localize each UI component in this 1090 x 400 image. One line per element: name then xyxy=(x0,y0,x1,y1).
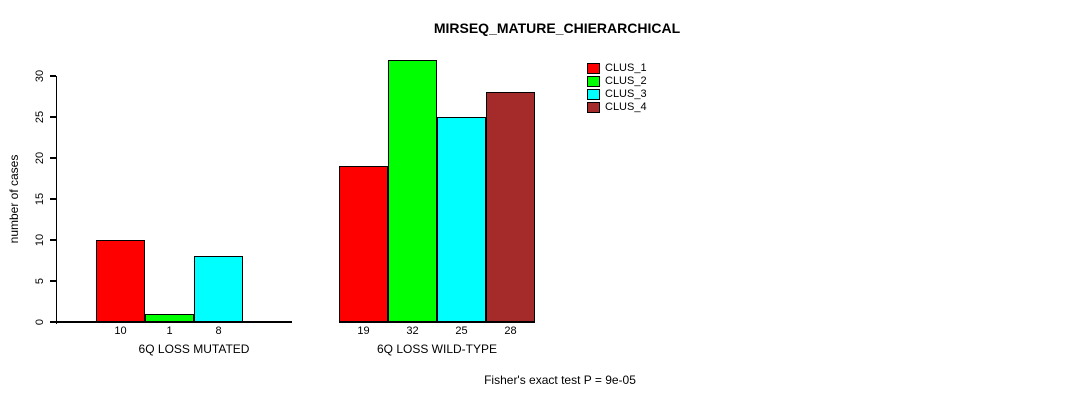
fisher-test-annotation: Fisher's exact test P = 9e-05 xyxy=(484,373,636,387)
y-tick-0 xyxy=(49,321,56,323)
legend-label-clus-3: CLUS_3 xyxy=(605,88,647,100)
y-tick-15 xyxy=(49,198,56,200)
y-tick-label-10: 10 xyxy=(34,233,46,247)
legend-item-clus-3: CLUS_3 xyxy=(587,89,647,100)
y-axis-label: number of cases xyxy=(7,154,21,244)
legend-item-clus-2: CLUS_2 xyxy=(587,76,647,87)
bar-value-label-group-1-3: 28 xyxy=(504,325,517,337)
y-tick-10 xyxy=(49,239,56,241)
y-tick-label-30: 30 xyxy=(34,69,46,83)
bar-clus_2-group-0 xyxy=(145,314,194,322)
bar-clus_4-group-1 xyxy=(486,92,535,322)
y-tick-30 xyxy=(49,75,56,77)
legend-label-clus-1: CLUS_1 xyxy=(605,62,647,74)
legend-item-clus-4: CLUS_4 xyxy=(587,102,647,113)
y-tick-label-20: 20 xyxy=(34,151,46,165)
legend-label-clus-4: CLUS_4 xyxy=(605,101,647,113)
legend: CLUS_1 CLUS_2 CLUS_3 CLUS_4 xyxy=(587,63,647,115)
y-tick-5 xyxy=(49,280,56,282)
y-tick-label-5: 5 xyxy=(34,277,46,285)
y-tick-20 xyxy=(49,157,56,159)
bar-value-label-group-0-0: 10 xyxy=(114,325,127,337)
bar-clus_3-group-0 xyxy=(194,256,243,322)
legend-label-clus-2: CLUS_2 xyxy=(605,75,647,87)
legend-swatch-clus-1-icon xyxy=(587,63,600,74)
baseline-axis-leadin xyxy=(57,321,96,323)
bar-value-label-group-0-2: 8 xyxy=(215,325,222,337)
baseline-group-1 xyxy=(339,321,535,323)
y-tick-label-15: 15 xyxy=(34,192,46,206)
bar-clus_1-group-1 xyxy=(339,166,388,322)
bar-clus_1-group-0 xyxy=(96,240,145,322)
group-label-wild-type: 6Q LOSS WILD-TYPE xyxy=(376,342,498,356)
y-axis-line xyxy=(55,76,57,324)
y-tick-25 xyxy=(49,116,56,118)
legend-item-clus-1: CLUS_1 xyxy=(587,63,647,74)
y-tick-label-0: 0 xyxy=(34,318,46,326)
bar-value-label-group-1-1: 32 xyxy=(406,325,419,337)
baseline-group-0 xyxy=(96,321,292,323)
bar-value-label-group-1-2: 25 xyxy=(455,325,468,337)
bar-value-label-group-1-0: 19 xyxy=(357,325,370,337)
bar-clus_2-group-1 xyxy=(388,60,437,322)
legend-swatch-clus-2-icon xyxy=(587,76,600,87)
legend-swatch-clus-4-icon xyxy=(587,102,600,113)
bar-clus_3-group-1 xyxy=(437,117,486,322)
legend-swatch-clus-3-icon xyxy=(587,89,600,100)
bar-value-label-group-0-1: 1 xyxy=(166,325,173,337)
chart-title: MIRSEQ_MATURE_CHIERARCHICAL xyxy=(433,20,681,36)
y-tick-label-25: 25 xyxy=(34,110,46,124)
group-label-mutated: 6Q LOSS MUTATED xyxy=(138,342,250,356)
